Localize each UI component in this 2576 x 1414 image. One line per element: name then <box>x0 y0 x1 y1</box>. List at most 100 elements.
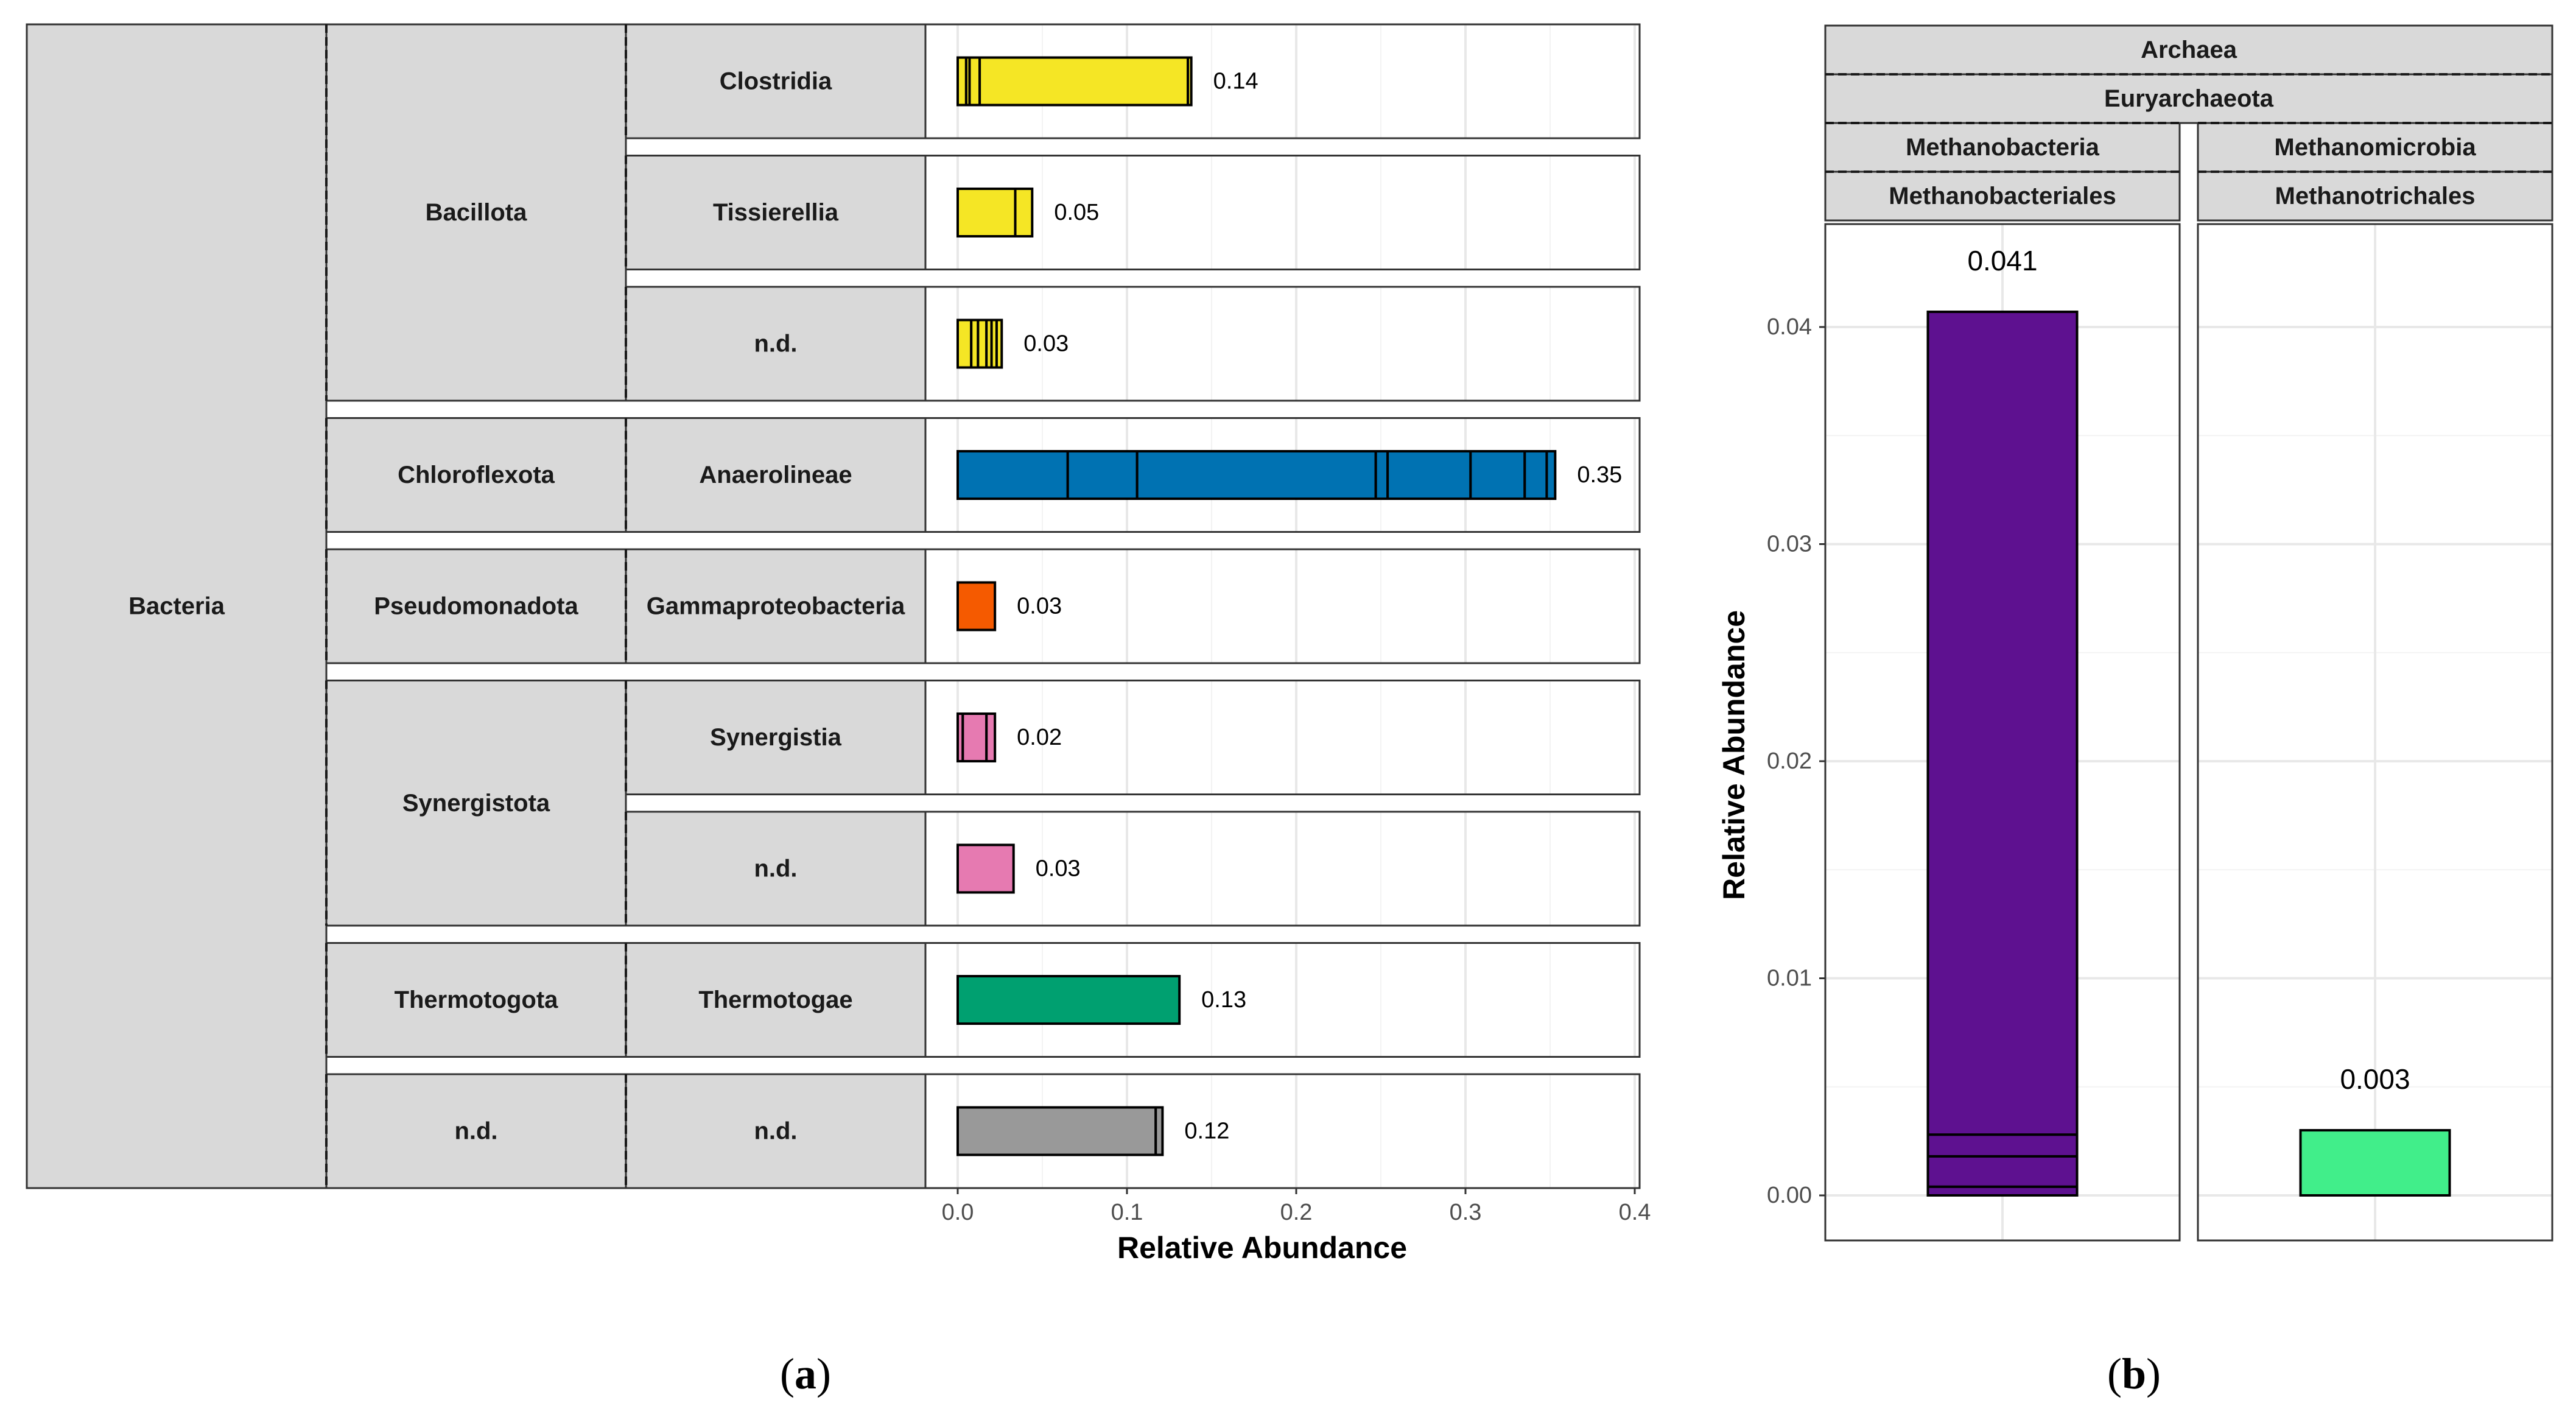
strip-phylum-label: Synergistota <box>402 790 550 817</box>
bar-segment <box>956 581 997 631</box>
strip-phylum-label: n.d. <box>454 1118 497 1145</box>
plot-panel-bg <box>925 287 1640 401</box>
bar-segment <box>1469 450 1526 500</box>
bar-segment <box>1066 450 1139 500</box>
panel-label-b: (b) <box>2107 1349 2161 1398</box>
y-tick-label: 0.02 <box>1767 748 1812 774</box>
panel-label-a: (a) <box>780 1349 831 1398</box>
x-tick-label: 0.0 <box>942 1200 974 1225</box>
strip-phylum-label: Thermotogota <box>395 987 559 1013</box>
strip-phylum-label: Bacillota <box>426 199 527 226</box>
strip-class <box>1824 122 2181 173</box>
bar-segment <box>1523 450 1548 500</box>
plot-panel-bg <box>925 549 1640 663</box>
bar-segment <box>956 318 973 369</box>
bar-value-label: 0.13 <box>1201 987 1246 1013</box>
strip-class-label: n.d. <box>754 1118 797 1145</box>
strip-class-label: Methanobacteria <box>1906 134 2100 161</box>
y-tick-label: 0.01 <box>1767 966 1812 991</box>
bar-value-label: 0.03 <box>1023 331 1069 357</box>
bar-segment <box>1926 311 2079 1136</box>
chart-a: Bacteria Bacillota Chloroflexota Pseudomona… <box>26 23 1651 1398</box>
bar-value-label: 0.03 <box>1036 856 1081 882</box>
panel-label-letter: b <box>2122 1349 2146 1398</box>
bar-value-label: 0.12 <box>1184 1119 1229 1144</box>
panel-label-paren-close: ) <box>816 1349 831 1398</box>
strip-class-label: Thermotogae <box>698 987 852 1013</box>
bar-segment <box>1154 1106 1164 1156</box>
bar-segment <box>1926 1185 2079 1197</box>
bar-segment <box>956 450 1069 500</box>
strip-domain-archaea <box>1824 24 2553 76</box>
bar-value-label: 0.14 <box>1213 69 1258 94</box>
plot-panel-border <box>924 23 1641 139</box>
bar-value-label: 0.02 <box>1017 725 1062 750</box>
strip-class-label: Tissierellia <box>713 199 839 226</box>
bar-segment <box>1926 1133 2079 1158</box>
bar-segment <box>956 188 1017 237</box>
strip-class-label: Clostridia <box>720 68 832 95</box>
bar-segment <box>956 56 967 107</box>
plot-panel-border <box>924 942 1641 1058</box>
strip-class-label: Anaerolineae <box>699 462 852 488</box>
plot-panel-border <box>924 417 1641 533</box>
bar-segment <box>968 56 981 107</box>
bar-segment <box>978 56 1190 107</box>
strip-class-label: n.d. <box>754 856 797 882</box>
x-tick-label: 0.4 <box>1619 1200 1651 1225</box>
bar-segment <box>1545 450 1557 500</box>
bar-segment <box>1926 1155 2079 1188</box>
strip-class <box>625 942 927 1058</box>
plot-panel-border <box>2197 223 2553 1242</box>
y-axis-title: Relative Abundance <box>1717 610 1751 900</box>
y-tick-label: 0.03 <box>1767 532 1812 557</box>
strip-order <box>1824 171 2181 222</box>
bar-segment <box>956 843 1015 894</box>
strip-phylum-label: Pseudomonadota <box>374 593 578 620</box>
plot-panel-bg <box>925 680 1640 795</box>
bar-value-label: 0.03 <box>1017 594 1062 619</box>
strip-phylum-label: Chloroflexota <box>398 462 555 488</box>
bar-segment <box>1014 188 1034 237</box>
x-tick-label: 0.1 <box>1111 1200 1143 1225</box>
bar-segment <box>2299 1129 2451 1197</box>
plot-panel-border <box>924 1073 1641 1189</box>
strip-class <box>625 548 927 664</box>
bar-segment <box>1374 450 1389 500</box>
x-tick-label: 0.2 <box>1280 1200 1313 1225</box>
x-tick-label: 0.3 <box>1450 1200 1482 1225</box>
bar-value-label: 0.003 <box>2340 1063 2410 1095</box>
bar-segment <box>1135 450 1377 500</box>
plot-panel-border <box>924 155 1641 270</box>
strip-class <box>625 1073 927 1189</box>
strip-phylum <box>325 942 627 1058</box>
panel-label-paren-open: ( <box>2107 1349 2122 1398</box>
y-tick-label: 0.04 <box>1767 314 1812 340</box>
plot-panel-border <box>924 811 1641 927</box>
panel-label-paren-close: ) <box>2146 1349 2161 1398</box>
strip-phylum-euryarchaeota <box>1824 73 2553 124</box>
bar-segment <box>956 975 1181 1025</box>
strip-domain-label: Bacteria <box>128 593 225 620</box>
plot-panel-bg <box>925 155 1640 270</box>
bar-value-label: 0.05 <box>1054 200 1099 225</box>
strip-class <box>625 155 927 270</box>
panel-label-letter: a <box>795 1349 816 1398</box>
bar-segment <box>1187 56 1193 107</box>
x-axis-title: Relative Abundance <box>1117 1231 1407 1265</box>
strip-order-label: Methanotrichales <box>2275 183 2476 209</box>
bar-segment <box>1386 450 1472 500</box>
strip-class-label: n.d. <box>754 331 797 357</box>
strip-class-label: Gammaproteobacteria <box>647 593 905 620</box>
strip-order-label: Methanobacteriales <box>1889 183 2116 209</box>
strip-class-label: Methanomicrobia <box>2274 134 2476 161</box>
bar-segment <box>956 1106 1157 1156</box>
strip-domain-archaea-label: Archaea <box>2141 37 2237 63</box>
bar-segment <box>995 318 1003 369</box>
bar-segment <box>961 712 988 762</box>
bar-segment <box>977 318 988 369</box>
strip-class <box>625 286 927 402</box>
strip-class <box>625 811 927 927</box>
